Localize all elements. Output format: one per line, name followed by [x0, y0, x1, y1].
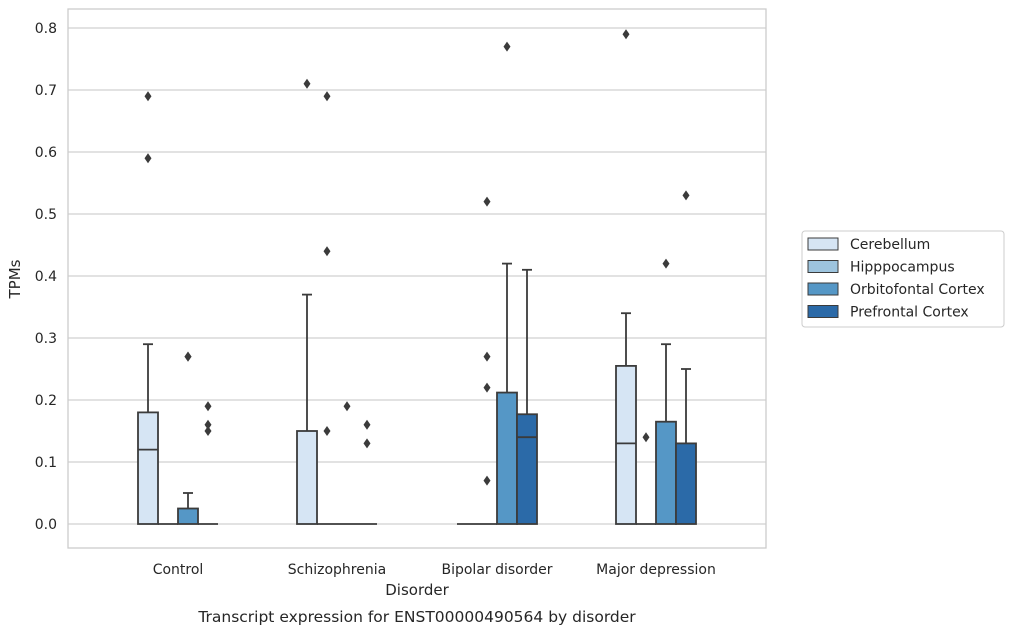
outlier-point — [323, 426, 331, 436]
legend-frame — [801, 230, 1005, 328]
box-2-3 — [655, 258, 677, 525]
outlier-point — [642, 432, 650, 443]
box-0-0 — [137, 91, 159, 525]
y-tick-label: 0.0 — [35, 517, 57, 533]
outlier-point — [483, 382, 491, 393]
outlier-point — [503, 41, 511, 52]
box-2-1 — [337, 401, 357, 525]
box-0-1 — [296, 78, 318, 525]
box-3-0 — [198, 401, 218, 525]
box-body — [137, 411, 159, 525]
box-body — [615, 364, 637, 525]
legend-label: Prefrontal Cortex — [850, 305, 969, 321]
outlier-point — [204, 426, 212, 436]
outlier-point — [184, 351, 192, 362]
y-tick-label: 0.6 — [35, 145, 57, 161]
outlier-point — [323, 246, 331, 257]
y-tick-label: 0.3 — [35, 331, 57, 347]
y-tick-label: 0.8 — [35, 21, 57, 37]
outlier-point — [144, 153, 152, 164]
y-tick-label: 0.7 — [35, 83, 57, 99]
outlier-point — [144, 91, 152, 102]
x-tick-label: Schizophrenia — [288, 562, 386, 578]
legend-swatch — [807, 237, 839, 251]
outlier-point — [303, 78, 311, 89]
legend-label: Hipppocampus — [850, 260, 955, 276]
outlier-point — [662, 258, 670, 269]
box-0-3 — [615, 29, 637, 525]
box-3-1 — [357, 419, 377, 525]
outlier-point — [682, 190, 690, 201]
outlier-point — [204, 419, 212, 430]
outlier-point — [483, 351, 491, 362]
x-tick-label: Control — [153, 562, 204, 578]
y-axis-ticks: 0.0 0.1 0.2 0.3 0.4 0.5 0.6 0.7 0.8 — [35, 21, 57, 533]
box-body — [516, 413, 538, 525]
x-tick-label: Bipolar disorder — [441, 562, 552, 578]
y-tick-label: 0.4 — [35, 269, 57, 285]
outlier-point — [363, 438, 371, 449]
legend-swatch — [807, 260, 839, 273]
legend-label: Cerebellum — [850, 237, 930, 253]
gridlines — [68, 27, 766, 525]
box-3-3 — [675, 190, 697, 525]
x-tick-label: Major depression — [596, 562, 716, 578]
box-body — [177, 507, 199, 525]
legend-swatch — [807, 282, 839, 296]
outlier-point — [483, 475, 491, 486]
outlier-point — [622, 29, 630, 40]
box-marks — [137, 29, 697, 525]
box-3-2 — [516, 268, 538, 525]
chart-caption: Transcript expression for ENST0000049056… — [197, 608, 636, 626]
outlier-point — [363, 419, 371, 430]
x-axis-label: Disorder — [385, 581, 449, 599]
y-tick-label: 0.2 — [35, 393, 57, 409]
x-axis-ticks: Control Schizophrenia Bipolar disorder Majo… — [153, 562, 716, 578]
outlier-point — [343, 401, 351, 412]
box-1-1 — [317, 91, 337, 525]
legend-swatch — [807, 305, 839, 318]
box-2-2 — [496, 41, 518, 525]
box-body — [296, 430, 318, 525]
box-body — [496, 391, 518, 525]
plot-area — [67, 8, 767, 549]
box-body — [675, 442, 697, 525]
outlier-point — [483, 196, 491, 207]
box-1-3 — [636, 432, 656, 525]
box-body — [655, 420, 677, 525]
y-axis-label: TPMs — [6, 259, 24, 299]
outlier-point — [323, 91, 331, 102]
y-tick-label: 0.5 — [35, 207, 57, 223]
box-2-0 — [177, 351, 199, 525]
legend: Cerebellum Hipppocampus Orbitofontal Corte… — [801, 230, 1005, 328]
outlier-point — [204, 401, 212, 412]
y-tick-label: 0.1 — [35, 455, 57, 471]
box-1-2 — [477, 196, 497, 525]
legend-label: Orbitofontal Cortex — [850, 282, 985, 298]
